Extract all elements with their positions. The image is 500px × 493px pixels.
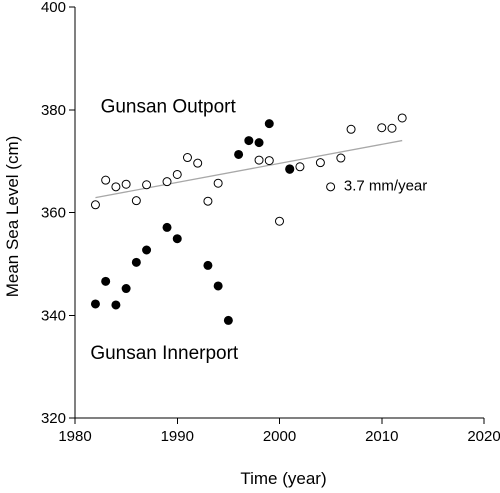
outport-point <box>193 158 203 168</box>
y-axis-title: Mean Sea Level (cm) <box>3 136 22 298</box>
outport-point <box>264 156 274 166</box>
outport-point <box>111 182 121 192</box>
outport-point <box>142 180 152 190</box>
innerport-point <box>244 136 254 146</box>
innerport-point <box>203 260 213 270</box>
annotation-innerport: Gunsan Innerport <box>90 343 239 364</box>
innerport-point <box>142 245 152 255</box>
innerport-point <box>234 149 244 159</box>
outport-point <box>326 182 336 192</box>
outport-point <box>377 123 387 133</box>
x-tick-label: 1990 <box>161 428 194 445</box>
x-tick-label: 2000 <box>263 428 296 445</box>
outport-point <box>397 113 407 123</box>
outport-point <box>90 200 100 210</box>
outport-point <box>254 155 264 165</box>
innerport-point <box>172 234 182 244</box>
x-tick-label: 2020 <box>467 428 500 445</box>
outport-point <box>203 196 213 206</box>
outport-point <box>182 153 192 163</box>
y-tick-label: 380 <box>41 102 66 119</box>
axis-ticks: 1980 1990 2000 2010 2020 320 340 360 380 400 <box>41 0 500 445</box>
innerport-point <box>223 315 233 325</box>
innerport-point <box>254 138 264 148</box>
outport-point <box>315 158 325 168</box>
innerport-point <box>111 300 121 310</box>
innerport-point <box>264 119 274 129</box>
outport-point <box>346 124 356 134</box>
outport-point <box>101 175 111 185</box>
outport-point <box>387 123 397 133</box>
y-tick-label: 400 <box>41 0 66 16</box>
y-tick-label: 320 <box>41 410 66 427</box>
innerport-point <box>121 284 131 294</box>
y-tick-label: 360 <box>41 205 66 222</box>
innerport-point <box>162 222 172 232</box>
y-tick-label: 340 <box>41 307 66 324</box>
x-tick-label: 2010 <box>365 428 398 445</box>
outport-point <box>213 178 223 188</box>
innerport-point <box>101 276 111 286</box>
innerport-point <box>90 299 100 309</box>
x-tick-label: 1980 <box>58 428 91 445</box>
innerport-point <box>131 257 141 267</box>
outport-point <box>275 216 284 226</box>
outport-point <box>121 179 131 189</box>
outport-point <box>172 169 182 179</box>
annotation-outport: Gunsan Outport <box>101 96 237 117</box>
x-axis-title: Time (year) <box>240 469 326 488</box>
innerport-point <box>285 164 295 174</box>
outport-point <box>336 153 346 163</box>
outport-point <box>131 196 141 206</box>
innerport-point <box>213 281 223 291</box>
outport-point <box>162 177 172 187</box>
data-points <box>90 113 407 325</box>
trend-label: 3.7 mm/year <box>344 177 427 194</box>
outport-point <box>295 162 305 172</box>
